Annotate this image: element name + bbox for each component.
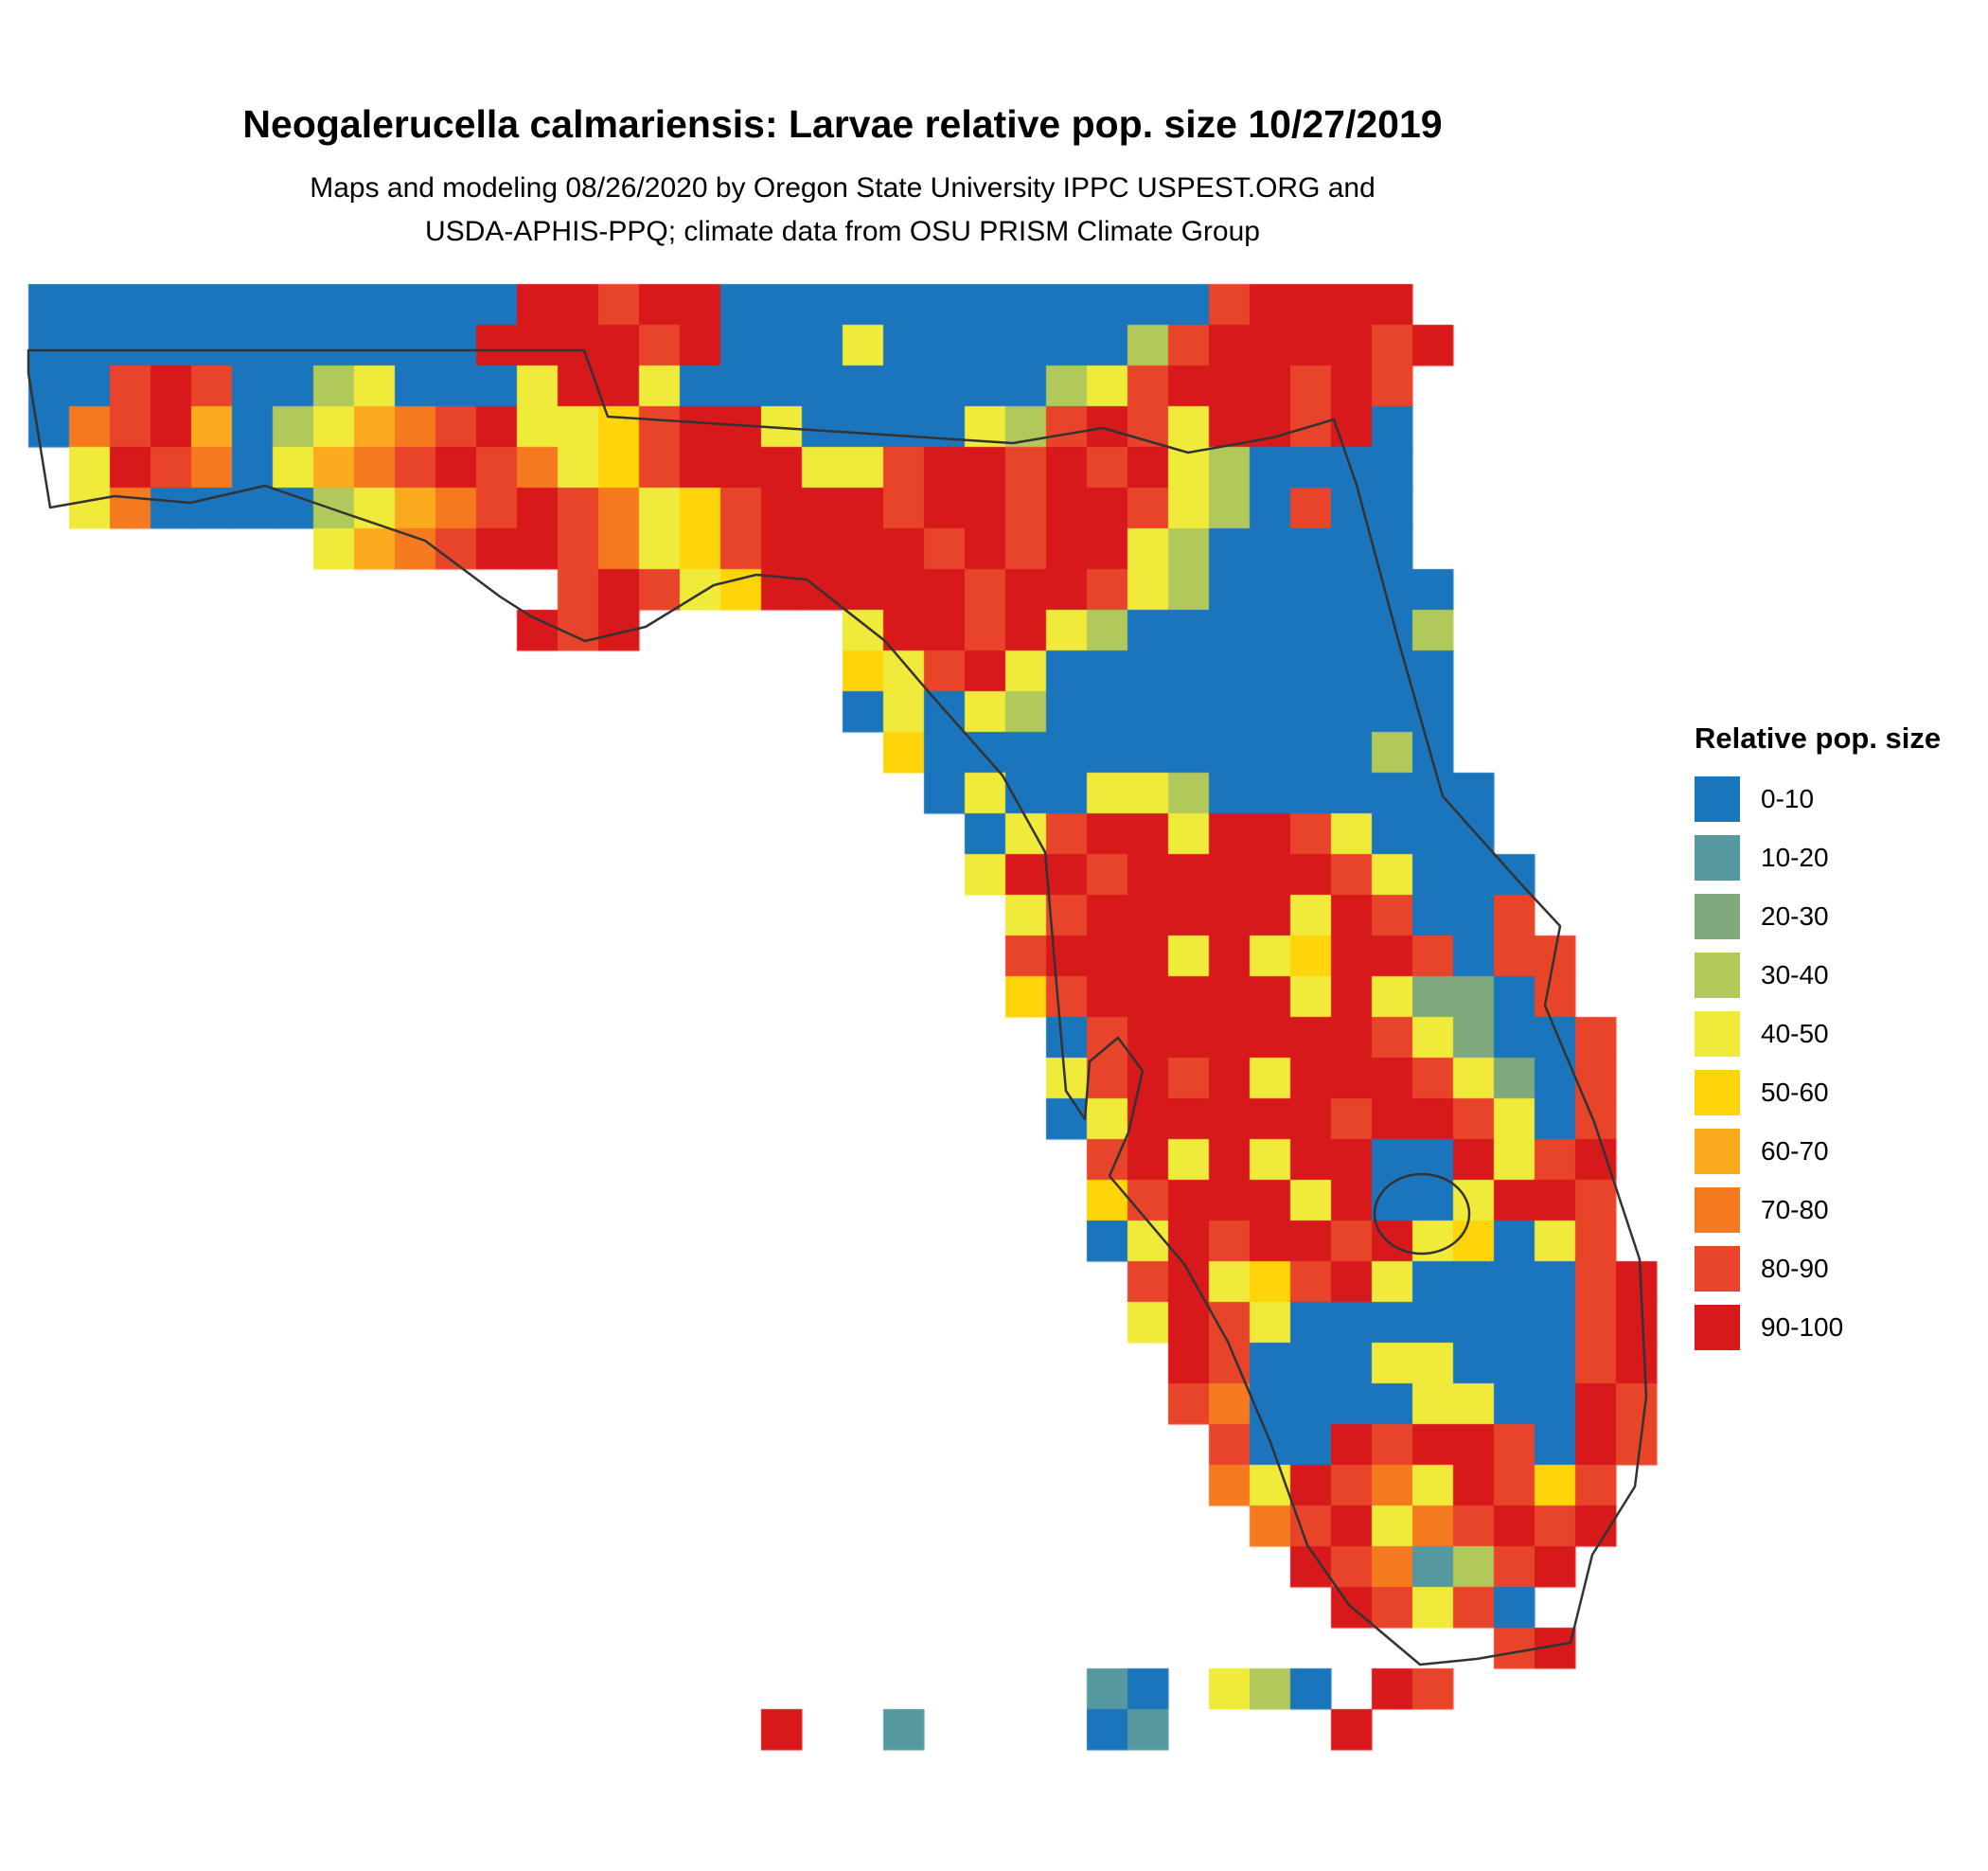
legend-label: 20-30 xyxy=(1761,901,1829,931)
legend-swatch xyxy=(1695,1011,1740,1057)
legend-label: 80-90 xyxy=(1761,1254,1829,1283)
legend-label: 70-80 xyxy=(1761,1195,1829,1224)
legend-label: 60-70 xyxy=(1761,1136,1829,1166)
legend-swatch xyxy=(1695,1305,1740,1350)
legend-item: 10-20 xyxy=(1695,835,1979,881)
map-subtitle-line2: USDA-APHIS-PPQ; climate data from OSU PR… xyxy=(425,216,1260,247)
legend-item: 20-30 xyxy=(1695,894,1979,939)
legend-label: 40-50 xyxy=(1761,1019,1829,1048)
legend-item: 50-60 xyxy=(1695,1070,1979,1115)
legend-swatch xyxy=(1695,894,1740,939)
legend-swatch xyxy=(1695,776,1740,822)
legend-label: 0-10 xyxy=(1761,784,1815,813)
legend-swatch xyxy=(1695,1187,1740,1233)
legend-title: Relative pop. size xyxy=(1695,722,1942,755)
legend-item: 70-80 xyxy=(1695,1187,1979,1233)
legend-label: 30-40 xyxy=(1761,960,1829,989)
legend-item: 60-70 xyxy=(1695,1129,1979,1174)
legend-swatch xyxy=(1695,835,1740,881)
legend-item: 30-40 xyxy=(1695,953,1979,998)
legend-label: 90-100 xyxy=(1761,1312,1844,1342)
legend-label: 10-20 xyxy=(1761,843,1829,872)
legend-label: 50-60 xyxy=(1761,1078,1829,1107)
legend-item: 80-90 xyxy=(1695,1246,1979,1292)
legend-swatch xyxy=(1695,1129,1740,1174)
legend-item: 0-10 xyxy=(1695,776,1979,822)
legend-item: 40-50 xyxy=(1695,1011,1979,1057)
legend-swatch xyxy=(1695,1246,1740,1292)
map-title: Neogalerucella calmariensis: Larvae rela… xyxy=(242,102,1443,146)
legend-swatch xyxy=(1695,953,1740,998)
legend: Relative pop. size 0-10 10-20 20-30 30-40 40… xyxy=(1695,722,1979,1363)
legend-swatch xyxy=(1695,1070,1740,1115)
legend-items: 0-10 10-20 20-30 30-40 40-50 50-60 60-70 70-80 8… xyxy=(1695,776,1979,1350)
map-subtitle-line1: Maps and modeling 08/26/2020 by Oregon S… xyxy=(310,172,1376,204)
legend-item: 90-100 xyxy=(1695,1305,1979,1350)
